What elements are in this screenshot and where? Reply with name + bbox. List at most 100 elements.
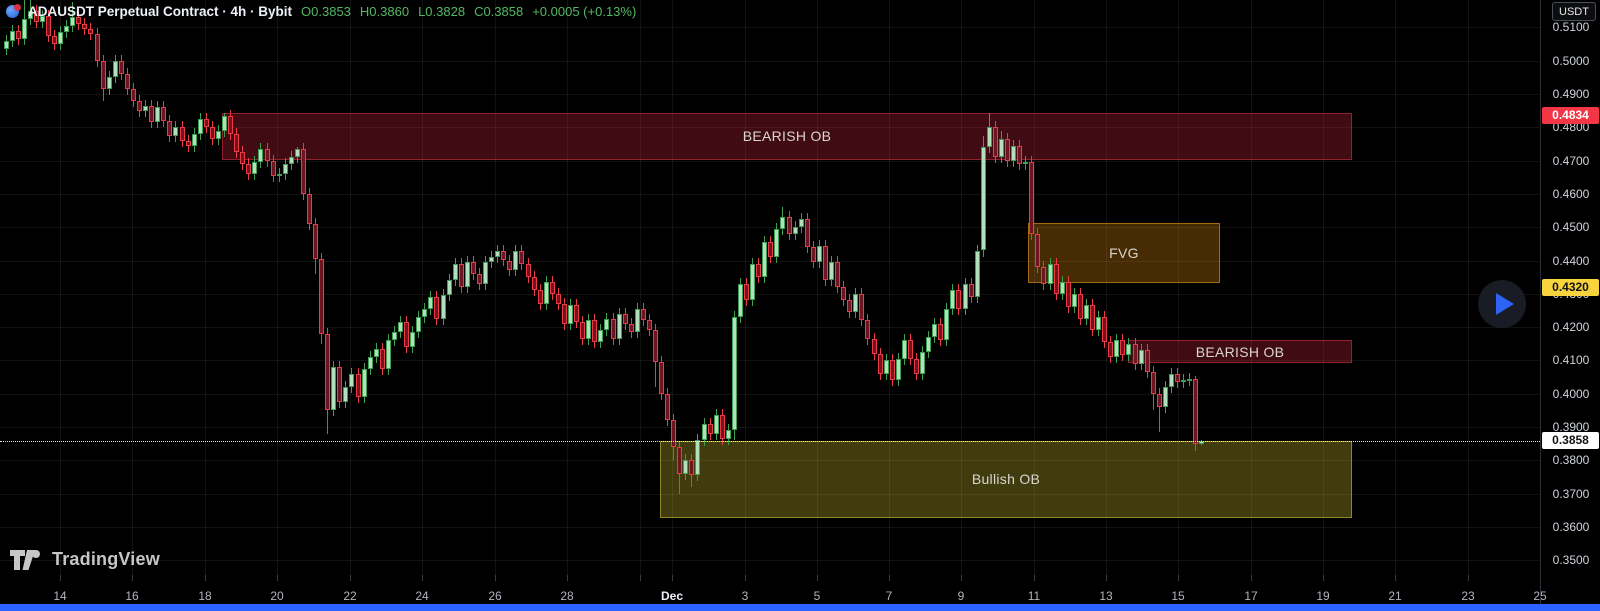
candle [816,245,822,263]
candle [683,460,689,474]
price-gridline [0,27,1540,29]
candle [1090,305,1096,331]
time-tick-mark [745,575,746,581]
price-tick-label: 0.4700 [1552,153,1590,168]
candle [792,227,798,234]
price-tick-label: 0.5000 [1552,53,1590,68]
candle [531,277,537,291]
price-tick-label: 0.4500 [1552,220,1590,235]
candle [1047,263,1053,284]
price-gridline [0,360,1540,362]
time-tick-label: 11 [1027,589,1041,603]
price-gridline [0,327,1540,329]
candle [895,358,901,381]
candle [1156,393,1162,407]
candle [489,257,495,263]
zone-bearish-ob-small: BEARISH OB [1128,340,1352,364]
time-tick-label: 26 [488,589,502,603]
zone-fvg: FVG [1028,222,1220,284]
time-gridline [1178,0,1179,575]
candle [258,148,264,163]
candle [986,127,992,148]
time-tick-label: 18 [198,589,212,603]
candle [950,290,956,309]
candle [39,15,45,23]
time-tick-mark [961,575,962,581]
time-tick-mark [205,575,206,581]
candle [871,338,877,354]
currency-toggle-button[interactable]: USDT [1552,2,1596,21]
candle [829,262,835,281]
time-gridline [1034,0,1035,575]
candle [422,308,428,318]
candle [1096,317,1102,331]
candle [725,430,731,439]
candle [701,423,707,441]
tradingview-watermark: TradingView [10,549,160,570]
candle [33,10,39,23]
time-tick-mark [495,575,496,581]
candle [616,313,622,339]
time-tick-mark [1178,575,1179,581]
candle [404,322,410,348]
time-gridline [567,0,568,575]
candle [944,308,950,341]
price-gridline [0,493,1540,495]
candle [604,318,610,331]
last-price-line [0,440,1540,442]
candle [932,323,938,338]
candle [962,283,968,309]
candle [719,415,725,439]
candle [1077,293,1083,319]
candle [713,415,719,434]
candle [167,120,173,136]
time-tick-label: 3 [741,589,749,603]
time-gridline [889,0,890,575]
candle [1126,343,1132,356]
candle [15,30,21,40]
time-gridline [1251,0,1252,575]
candle [1144,350,1150,373]
candle [525,263,531,278]
candle [222,115,228,131]
candle [179,127,185,141]
time-tick-mark [640,575,641,581]
candle [549,282,555,294]
candle [82,24,88,30]
candle [191,133,197,146]
candle [580,322,586,339]
time-axis[interactable]: 14 16 18 20 22 24 26 28 Dec 3 5 7 9 11 13 15 17 19 21 23 25 [0,575,1600,604]
candle [106,77,112,89]
candle [367,357,373,369]
candle [391,332,397,341]
price-gridline [0,160,1540,162]
candle [1029,162,1035,234]
candle [203,118,209,128]
time-tick-label: 20 [270,589,284,603]
price-gridline [0,94,1540,95]
chart-plot-area[interactable]: BEARISH OB FVG BEARISH OB Bullish OB [0,0,1540,575]
candle [197,118,203,134]
time-tick-label: 7 [885,589,893,603]
time-tick-label: Dec [660,589,684,603]
symbol-title[interactable]: ADAUSDT Perpetual Contract · 4h · Bybit [28,4,293,19]
candle [598,330,604,343]
candle [1168,373,1174,388]
candle [76,17,82,25]
zone-bullish-ob: Bullish OB [660,440,1352,518]
play-button[interactable] [1478,280,1526,328]
candle [1053,263,1059,294]
candle [744,283,750,301]
candle [920,352,926,374]
candle [756,263,762,278]
time-tick-label: 15 [1171,589,1185,603]
candle [379,348,385,369]
price-axis[interactable]: USDT 0.5100 0.5000 0.4900 0.4800 0.4700 0.460… [1540,0,1600,604]
candle [428,297,434,309]
candle [841,287,847,301]
candle [124,74,130,89]
candle [495,250,501,258]
candle [185,140,191,146]
candle [155,107,161,123]
candle [568,305,573,324]
